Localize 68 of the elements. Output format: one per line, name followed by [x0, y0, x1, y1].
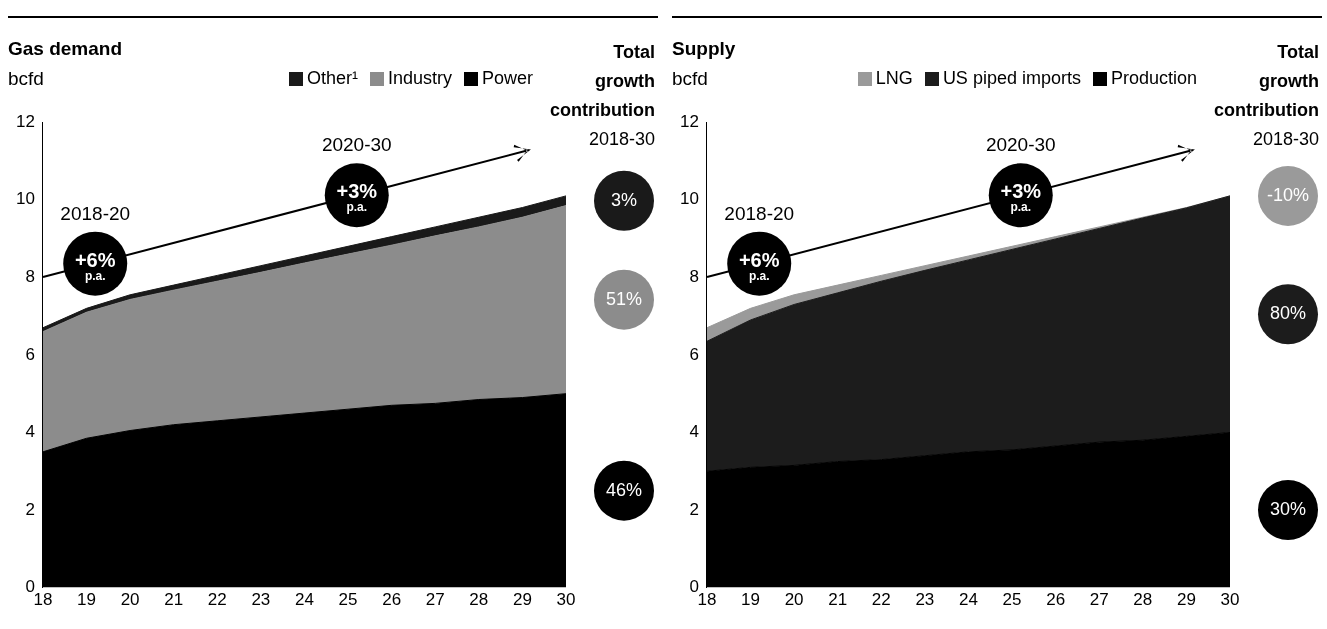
chart-title: Gas demand	[8, 38, 123, 60]
text: 30%	[1269, 499, 1307, 519]
y-tick-label: 4	[25, 422, 35, 442]
y-tick-label: 4	[689, 422, 699, 442]
annotation: 2020-30	[985, 134, 1056, 156]
text: 46%	[605, 479, 643, 500]
text: 80%	[1269, 303, 1307, 324]
x-tick-label: 23	[915, 590, 935, 610]
y-tick-label: 12	[15, 111, 35, 131]
y-tick-label: 2	[25, 499, 35, 519]
text: Total growth contribution	[549, 41, 655, 122]
y-tick-label: 8	[25, 267, 35, 287]
x-tick-label: 20	[120, 590, 140, 610]
annotation: +6% p.a.	[74, 248, 116, 283]
text: 3%	[610, 189, 638, 210]
y-axis-title: bcfd	[672, 68, 708, 90]
x-tick-label: 22	[207, 590, 227, 610]
x-tick-label: 26	[382, 590, 402, 610]
annotation: 2018-20	[724, 202, 795, 224]
x-tick-label: 28	[469, 590, 489, 610]
text: 2018-30	[587, 128, 655, 151]
y-tick-label: 10	[15, 189, 35, 209]
text: 2018-30	[1251, 128, 1319, 151]
y-tick-label: 6	[25, 344, 35, 364]
y-tick-label: 10	[679, 189, 699, 209]
x-tick-label: 20	[784, 590, 804, 610]
x-tick-label: 24	[958, 590, 978, 610]
x-tick-label: 29	[1176, 590, 1196, 610]
y-tick-label: 2	[689, 499, 699, 519]
chart-title: Supply	[672, 38, 736, 60]
text: Total growth contribution	[1213, 41, 1319, 122]
legend-label: Other¹	[306, 68, 358, 89]
x-tick-label: 25	[1002, 590, 1022, 610]
legend-label: LNG	[875, 68, 913, 89]
y-tick-label: 6	[689, 344, 699, 364]
annotation: +6% p.a.	[738, 248, 780, 283]
text: -10%	[1266, 184, 1310, 205]
y-tick-label: 0	[689, 577, 699, 597]
legend-label: US piped imports	[942, 68, 1081, 89]
x-tick-label: 18	[697, 590, 717, 610]
x-tick-label: 19	[77, 590, 96, 610]
annotation: +3% p.a.	[1000, 180, 1042, 215]
x-tick-label: 22	[871, 590, 891, 610]
annotation: 2018-20	[60, 202, 131, 224]
text: 51%	[605, 288, 643, 309]
x-tick-label: 21	[164, 590, 184, 610]
legend-label: Power	[481, 68, 533, 89]
x-tick-label: 21	[828, 590, 848, 610]
y-tick-label: 8	[689, 267, 699, 287]
x-tick-label: 30	[1220, 590, 1240, 610]
x-tick-label: 29	[512, 590, 532, 610]
x-tick-label: 30	[556, 590, 576, 610]
x-tick-label: 18	[33, 590, 53, 610]
legend-label: Industry	[387, 68, 452, 89]
y-tick-label: 0	[25, 577, 35, 597]
annotation: 2020-30	[321, 134, 392, 156]
x-tick-label: 25	[338, 590, 358, 610]
annotation: +3% p.a.	[336, 180, 378, 215]
x-tick-label: 24	[294, 590, 314, 610]
x-tick-label: 26	[1046, 590, 1066, 610]
y-axis-title: bcfd	[8, 68, 44, 90]
x-tick-label: 28	[1133, 590, 1153, 610]
x-tick-label: 27	[1089, 590, 1109, 610]
x-tick-label: 19	[741, 590, 760, 610]
x-tick-label: 27	[425, 590, 445, 610]
y-tick-label: 12	[679, 111, 699, 131]
legend-label: Production	[1110, 68, 1197, 89]
x-tick-label: 23	[251, 590, 271, 610]
